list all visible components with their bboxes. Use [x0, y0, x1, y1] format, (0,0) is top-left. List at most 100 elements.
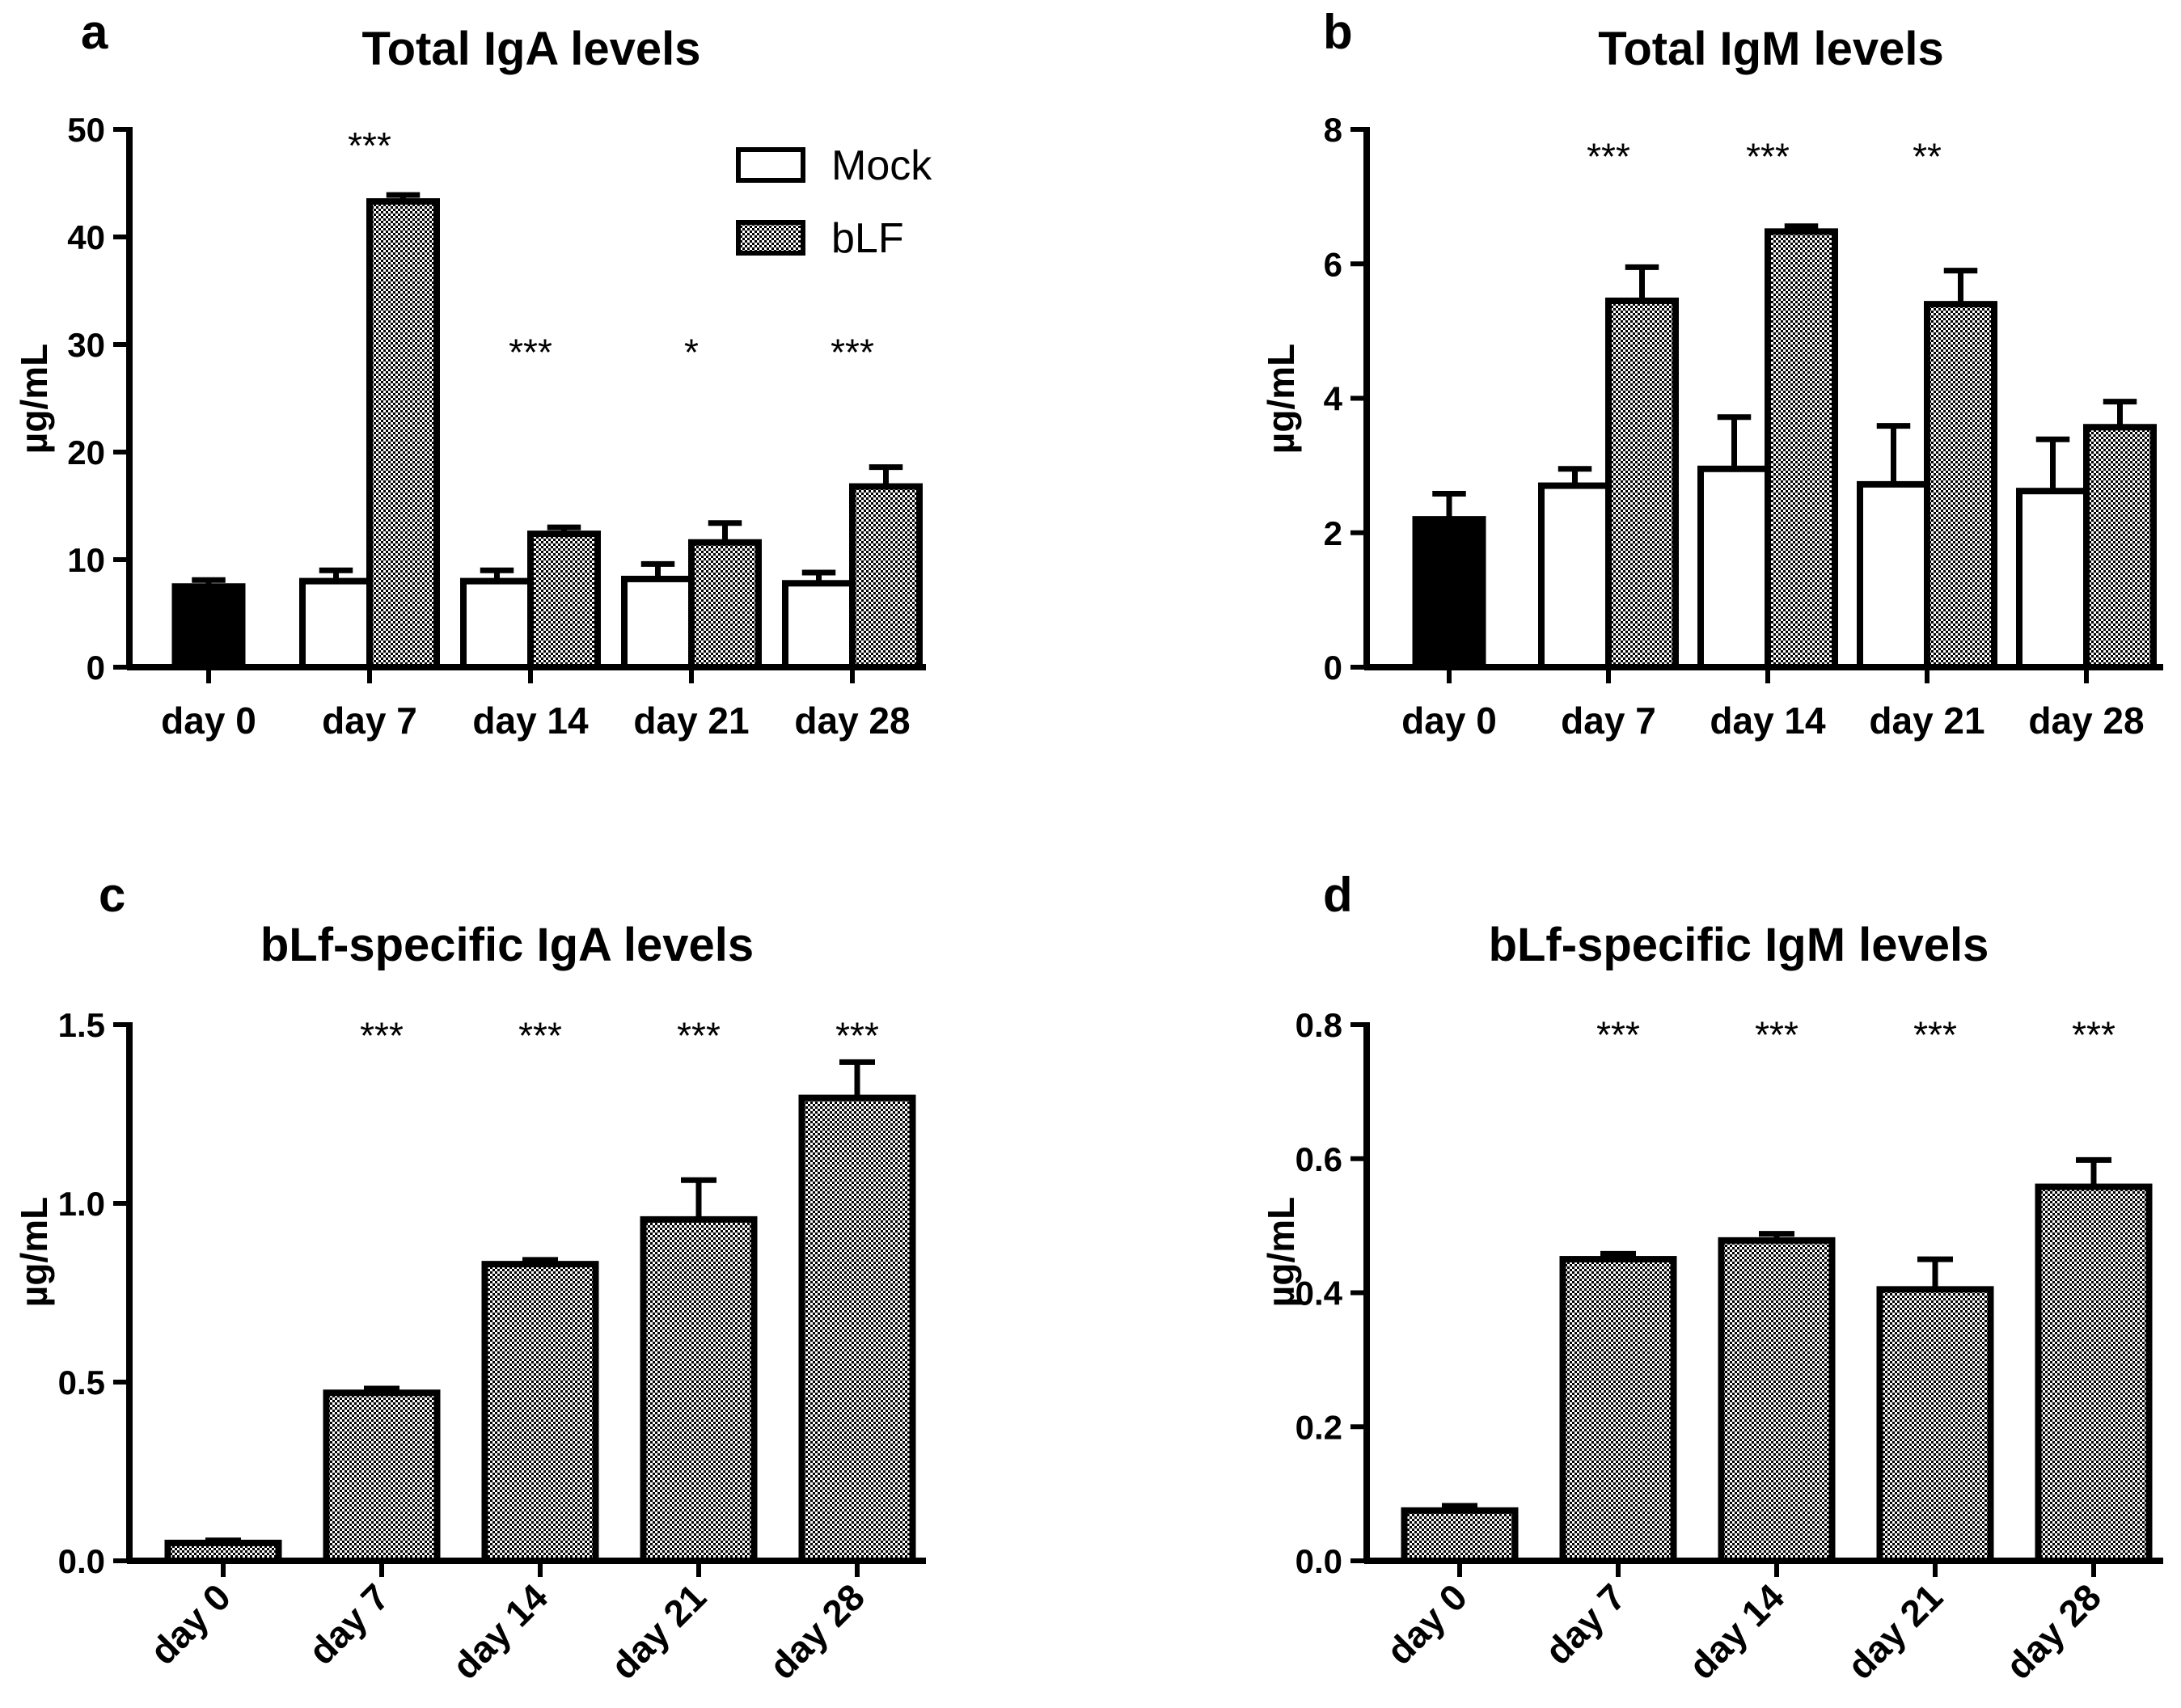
significance-mark: * — [684, 331, 699, 373]
bar-blf — [2083, 424, 2157, 671]
panel-total-igm: b Total IgM levels µg/mL day 0 *** day 7 **… — [1260, 5, 2163, 742]
y-tick-label: 0 — [87, 649, 105, 687]
y-tick-label: 10 — [67, 541, 105, 579]
significance-mark: *** — [509, 331, 552, 373]
y-tick-label: 0.4 — [1295, 1275, 1343, 1313]
significance-mark: *** — [1913, 1013, 1957, 1055]
significance-mark: *** — [831, 331, 874, 373]
bar-mock — [2016, 488, 2090, 671]
bar-blf — [688, 539, 762, 670]
bar-blf — [323, 1389, 441, 1565]
plot-area: day 0 *** day 7 *** day 14 ** day 21 day 28 0 2 4 6… — [1324, 111, 2163, 742]
x-tick-label: day 7 — [300, 1575, 397, 1672]
bar-blf — [1401, 1507, 1519, 1564]
plot-area: day 0 *** day 7 *** day 14 * day 21 *** day 28 0 1… — [67, 111, 926, 742]
y-axis-label: µg/mL — [1260, 344, 1302, 454]
bar-blf — [798, 1094, 916, 1564]
bar-mock — [782, 580, 856, 671]
y-tick-label: 20 — [67, 433, 105, 471]
y-tick-label: 8 — [1324, 111, 1342, 149]
y-tick-label: 1.0 — [58, 1185, 105, 1223]
bar-blf — [1559, 1256, 1677, 1564]
bar-blf — [366, 198, 440, 671]
x-tick-label: day 21 — [602, 1575, 714, 1687]
legend-swatch-mock — [736, 147, 805, 183]
x-tick-label: day 14 — [444, 1575, 556, 1687]
significance-mark: *** — [2072, 1013, 2115, 1055]
bar-mock — [1538, 482, 1612, 670]
x-tick-label: day 14 — [1680, 1575, 1792, 1687]
bar-day0 — [171, 583, 246, 670]
y-tick-label: 0.6 — [1295, 1140, 1342, 1178]
y-tick-label: 0.5 — [58, 1363, 105, 1401]
y-tick-label: 6 — [1324, 245, 1342, 283]
bar-mock — [1857, 480, 1930, 671]
x-tick-label: day 28 — [1997, 1575, 2109, 1687]
significance-mark: *** — [835, 1014, 879, 1056]
bar-day0 — [1412, 516, 1486, 670]
panel-blf-specific-igm: d bLf-specific IgM levels µg/mL day 0 ***… — [1260, 868, 2163, 1687]
x-tick-label: day 28 — [761, 1575, 873, 1687]
y-tick-label: 0 — [1324, 649, 1342, 687]
bar-blf — [2035, 1183, 2153, 1564]
significance-mark: *** — [518, 1014, 562, 1056]
plot-area: day 0 *** day 7 *** day 14 *** day 21 *** day 28… — [58, 1006, 926, 1687]
bar-blf — [1876, 1286, 1994, 1564]
y-axis-label: µg/mL — [13, 344, 55, 454]
legend-swatch-blf — [736, 220, 805, 256]
x-tick-label: day 7 — [1561, 700, 1656, 742]
bar-blf — [640, 1215, 758, 1564]
bar-mock — [621, 575, 695, 670]
significance-mark: ** — [1913, 135, 1942, 177]
bar-blf — [481, 1261, 599, 1564]
chart-title: bLf-specific IgM levels — [1489, 919, 1989, 971]
panel-label: c — [99, 868, 125, 922]
significance-mark: *** — [1596, 1013, 1640, 1055]
y-tick-label: 1.5 — [58, 1006, 105, 1044]
x-tick-label: day 7 — [1536, 1575, 1634, 1672]
y-tick-label: 0.0 — [58, 1542, 105, 1580]
significance-mark: *** — [1746, 135, 1790, 177]
panel-blf-specific-iga: c bLf-specific IgA levels µg/mL day 0 ***… — [13, 868, 926, 1687]
x-tick-label: day 28 — [794, 700, 910, 742]
bar-blf — [1718, 1237, 1836, 1565]
bar-mock — [460, 577, 534, 670]
y-tick-label: 50 — [67, 111, 105, 149]
x-tick-label: day 0 — [161, 700, 256, 742]
bar-blf — [1605, 297, 1679, 670]
significance-mark: *** — [360, 1014, 404, 1056]
y-tick-label: 0.8 — [1295, 1006, 1342, 1044]
bar-mock — [1697, 465, 1771, 670]
chart-title: bLf-specific IgA levels — [260, 919, 754, 971]
y-tick-label: 40 — [67, 218, 105, 256]
legend-label-mock: Mock — [831, 142, 932, 189]
x-tick-label: day 21 — [1869, 700, 1984, 742]
significance-mark: *** — [677, 1014, 721, 1056]
y-tick-label: 0.2 — [1295, 1408, 1342, 1446]
x-tick-label: day 21 — [633, 700, 749, 742]
x-tick-label: day 0 — [142, 1575, 239, 1672]
panel-label: a — [81, 5, 108, 59]
x-tick-label: day 28 — [2028, 700, 2144, 742]
significance-mark: *** — [348, 125, 391, 167]
plot-area: day 0 *** day 7 *** day 14 *** day 21 *** day 28… — [1295, 1006, 2163, 1687]
panel-total-iga: a Total IgA levels µg/mL day 0***day 7**… — [13, 5, 932, 742]
chart-title: Total IgM levels — [1598, 23, 1944, 75]
y-axis-label: µg/mL — [13, 1197, 55, 1307]
y-tick-label: 0.0 — [1295, 1542, 1342, 1580]
y-axis-label: µg/mL — [1260, 1197, 1302, 1307]
x-tick-label: day 14 — [472, 700, 589, 742]
x-tick-label: day 14 — [1710, 700, 1826, 742]
x-tick-label: day 7 — [322, 700, 417, 742]
bar-mock — [299, 577, 373, 670]
panel-label: d — [1323, 868, 1353, 922]
bar-blf — [527, 531, 601, 671]
bar-blf — [849, 483, 923, 670]
bar-blf — [1924, 301, 1997, 670]
legend: Mock bLF — [736, 142, 932, 262]
significance-mark: *** — [1587, 135, 1630, 177]
significance-mark: *** — [1755, 1013, 1798, 1055]
y-tick-label: 2 — [1324, 514, 1342, 552]
chart-title: Total IgA levels — [362, 23, 701, 75]
